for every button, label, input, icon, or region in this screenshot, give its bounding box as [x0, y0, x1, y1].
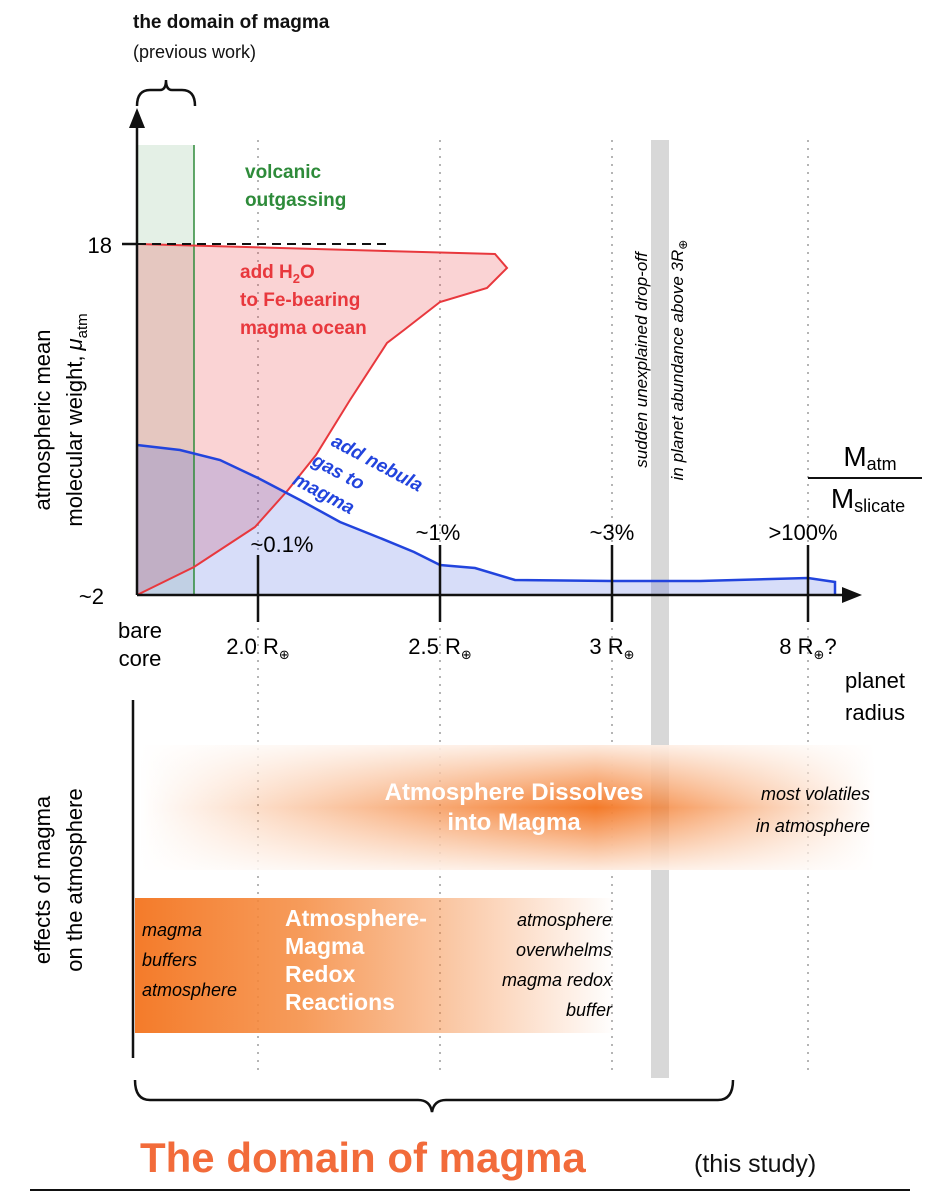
overwhelms-label-line1: atmosphere: [517, 910, 612, 930]
mass-fraction-label: ~1%: [416, 520, 461, 545]
dropoff-label-line2: in planet abundance above 3R⊕: [668, 240, 690, 481]
overwhelms-label-line3: magma redox: [502, 970, 613, 990]
water-label-line1: add H2O: [240, 262, 315, 286]
buffers-label-line2: buffers: [142, 950, 197, 970]
nebula-boundary: [136, 443, 837, 595]
y-tick-label-18: 18: [88, 233, 112, 258]
mass-fraction-label: >100%: [768, 520, 837, 545]
dissolve-label-line1: Atmosphere Dissolves: [385, 779, 644, 806]
volatiles-label-line2: in atmosphere: [756, 816, 870, 836]
nebula-region: [137, 445, 835, 595]
x-tick-label: 2.0 R⊕: [226, 634, 290, 662]
this-study-brace: [133, 1079, 735, 1113]
water-label-line2: to Fe-bearing: [240, 290, 360, 311]
x-origin-label-line2: core: [119, 646, 162, 671]
x-tick-marks: [256, 545, 810, 622]
previous-domain-title: the domain of magma: [133, 12, 330, 33]
mass-fraction-labels: ~0.1% ~1% ~3% >100%: [251, 520, 838, 557]
footer-subtitle: (this study): [694, 1150, 816, 1178]
redox-band: [135, 898, 615, 1033]
redox-label-line1: Atmosphere-: [285, 905, 427, 931]
y-axis-arrow: [129, 108, 145, 128]
dropoff-label-line1: sudden unexplained drop-off: [632, 250, 651, 468]
effects-axis-label-line1: effects of magma: [30, 795, 55, 964]
volcanic-label-line2: outgassing: [245, 190, 346, 211]
y-axis-label-line2: molecular weight,μatm: [62, 313, 91, 526]
mass-ratio-numerator: Matm: [843, 441, 896, 474]
x-tick-label: 3 R⊕: [589, 634, 634, 662]
x-tick-labels: 2.0 R⊕ 2.5 R⊕ 3 R⊕ 8 R⊕?: [226, 634, 836, 662]
y-axis-label-line1: atmospheric mean: [30, 330, 55, 511]
water-region: [137, 244, 507, 595]
volatiles-label-line1: most volatiles: [761, 784, 870, 804]
overwhelms-label-line4: buffer: [566, 1000, 613, 1020]
volcanic-region: [137, 145, 194, 595]
mass-fraction-label: ~3%: [590, 520, 635, 545]
previous-domain-subtitle: (previous work): [133, 42, 256, 62]
x-origin-label-line1: bare: [118, 618, 162, 643]
buffers-label-line3: atmosphere: [142, 980, 237, 1000]
x-axis-label-line2: radius: [845, 700, 905, 725]
volcanic-label-line1: volcanic: [245, 162, 321, 183]
x-tick-label: 8 R⊕?: [779, 634, 836, 662]
redox-label-line4: Reactions: [285, 989, 395, 1015]
dropoff-band: [651, 140, 669, 1078]
y-tick-label-2: ~2: [79, 584, 104, 609]
footer-title: The domain of magma: [140, 1134, 586, 1181]
mass-ratio-denominator: Mslicate: [831, 483, 905, 516]
redox-label-line3: Redox: [285, 961, 356, 987]
redox-label-line2: Magma: [285, 933, 364, 959]
x-tick-label: 2.5 R⊕: [408, 634, 472, 662]
effects-axis-label-line2: on the atmosphere: [62, 788, 87, 971]
buffers-label-line1: magma: [142, 920, 202, 940]
x-axis-arrow: [842, 587, 862, 603]
previous-domain-brace: [135, 79, 197, 107]
water-label-line3: magma ocean: [240, 318, 367, 339]
dissolve-label-line2: into Magma: [447, 809, 581, 836]
water-boundary: [136, 243, 509, 596]
mass-fraction-label: ~0.1%: [251, 532, 314, 557]
overwhelms-label-line2: overwhelms: [516, 940, 612, 960]
dissolve-band-fade: [140, 745, 875, 870]
x-axis-label-line1: planet: [845, 668, 905, 693]
